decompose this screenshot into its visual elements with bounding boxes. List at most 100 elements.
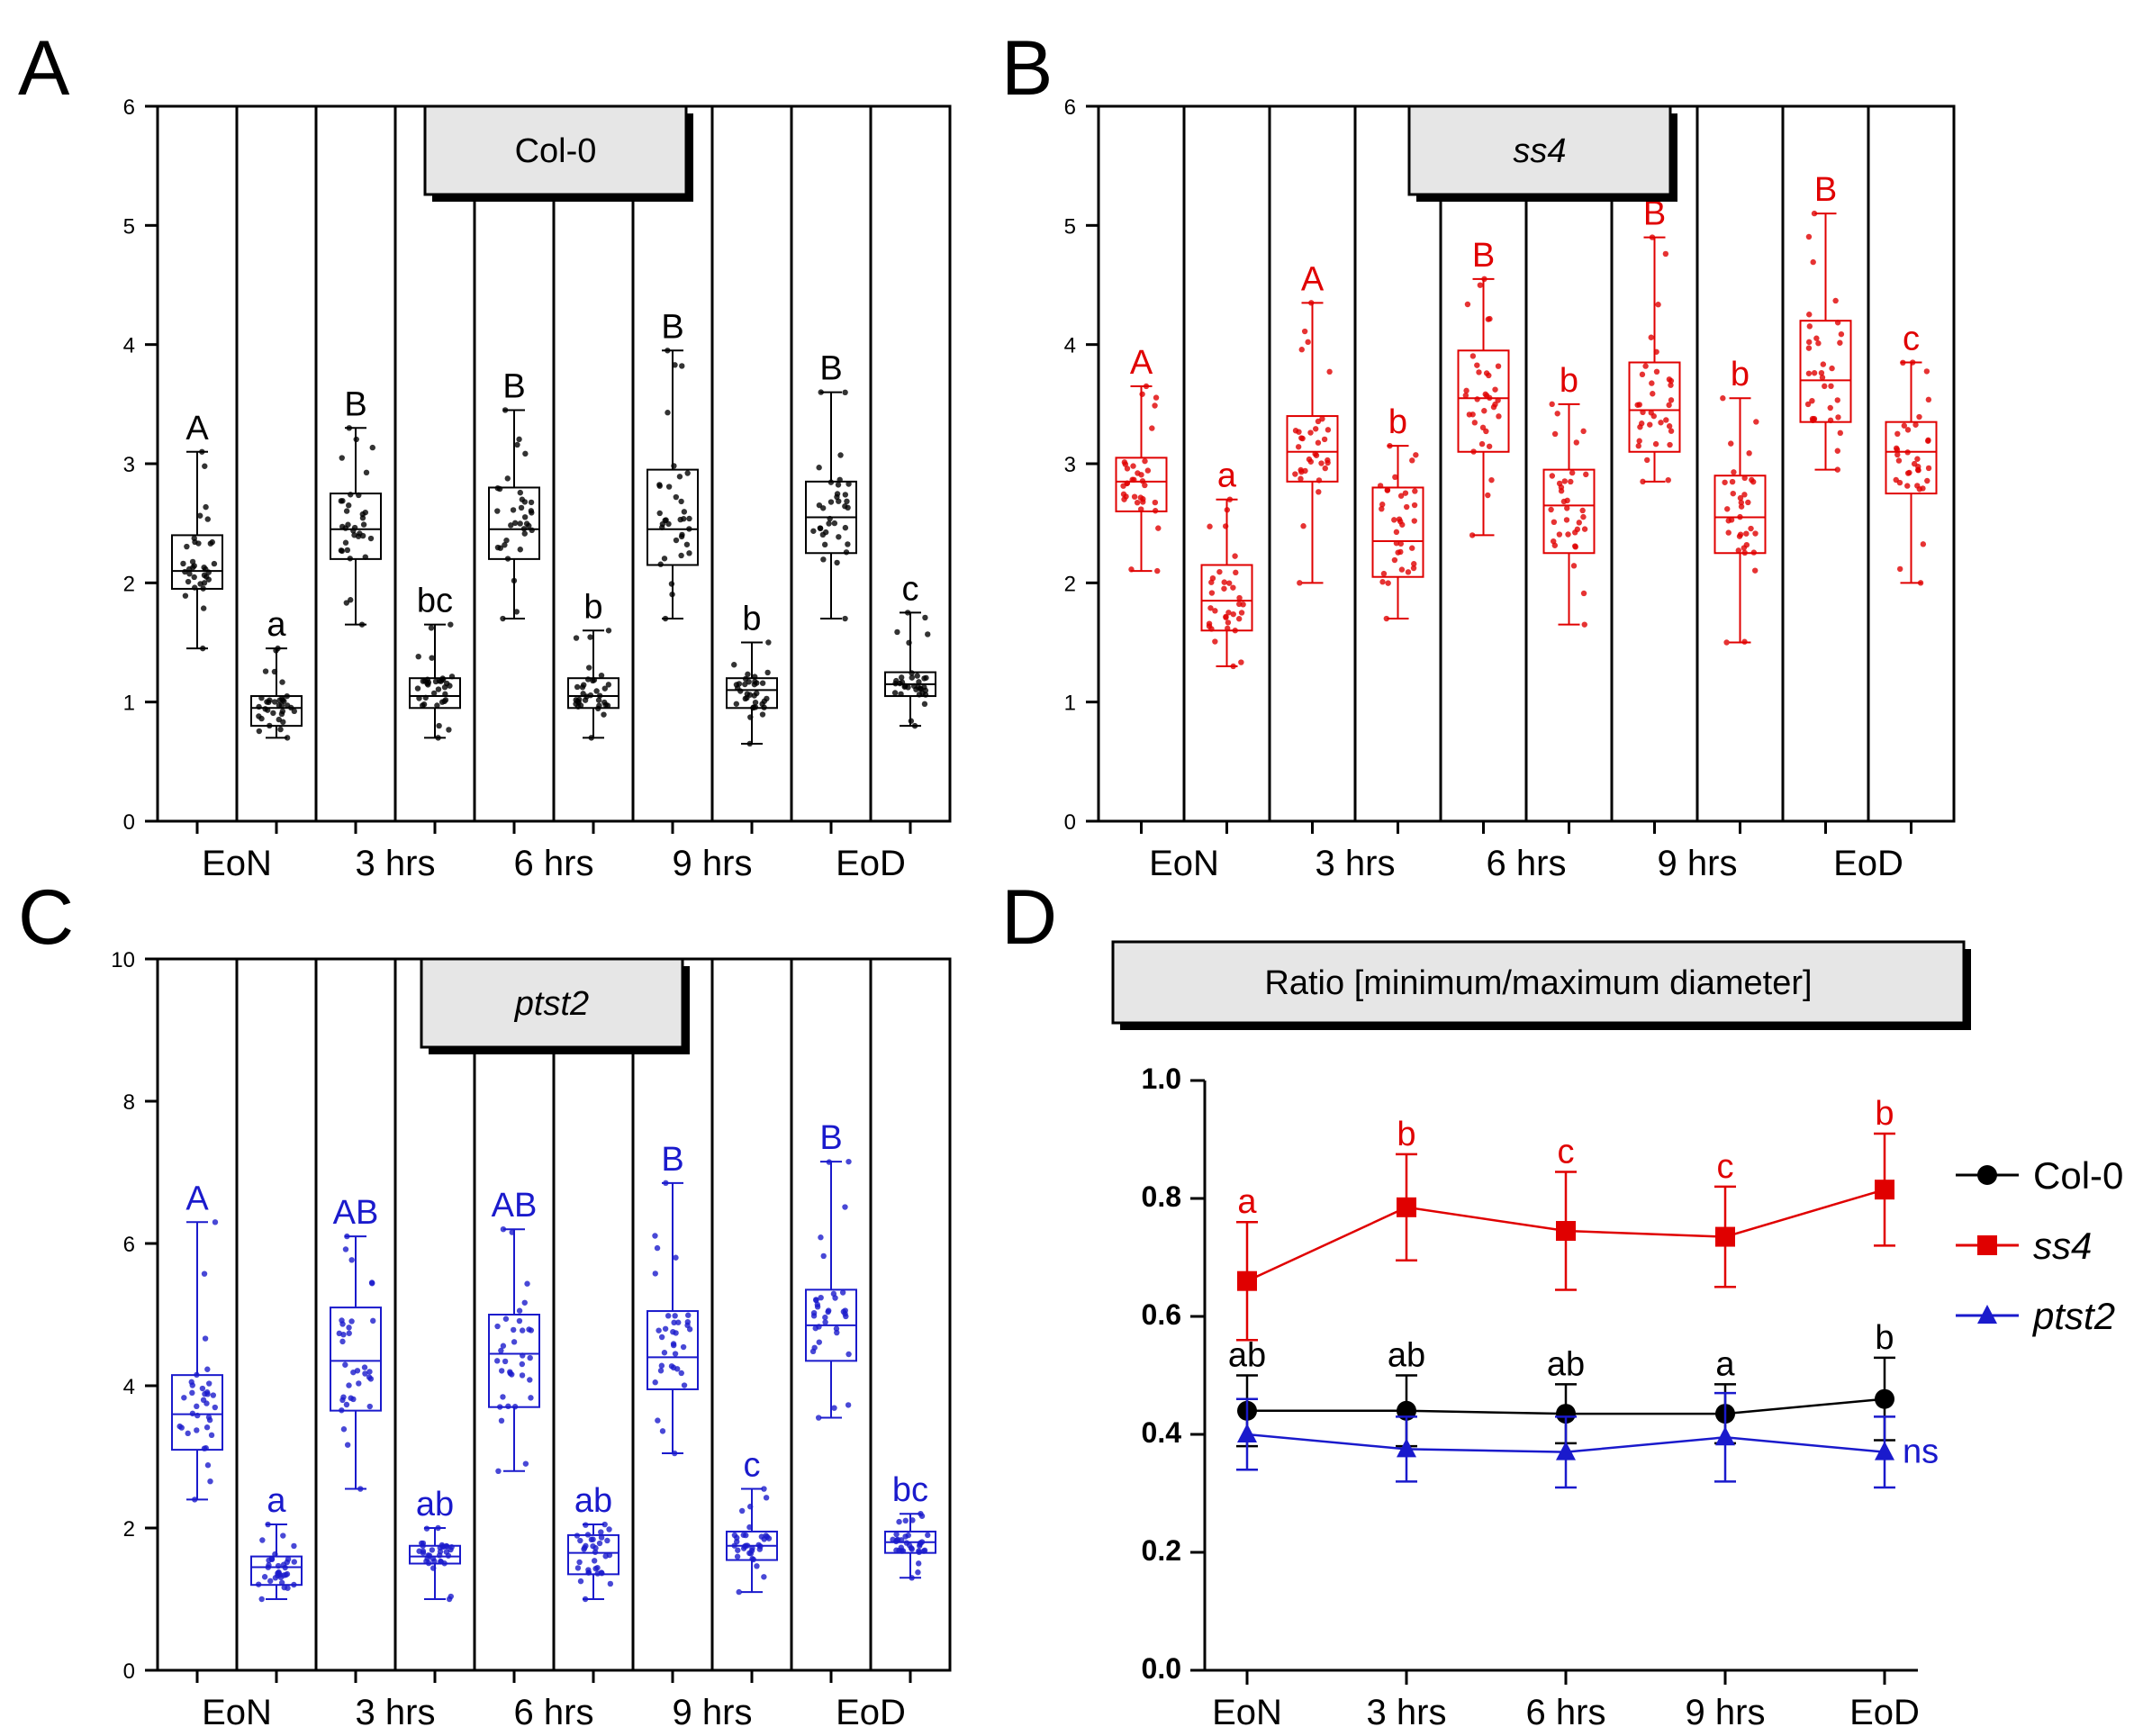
data-point	[505, 1403, 511, 1410]
data-point	[573, 635, 580, 641]
data-point	[500, 615, 506, 622]
data-point	[1556, 1221, 1576, 1242]
data-point	[898, 674, 905, 681]
data-point	[1313, 452, 1320, 458]
data-point	[845, 504, 851, 511]
data-point	[200, 1397, 207, 1404]
data-point	[1665, 476, 1671, 484]
data-point	[652, 1270, 658, 1277]
data-point	[1226, 496, 1234, 502]
panel-B-letter: B	[1001, 25, 1053, 112]
data-point	[1828, 383, 1834, 390]
data-point	[684, 1322, 691, 1329]
data-point	[1393, 529, 1400, 536]
data-point	[920, 1548, 927, 1554]
data-point	[657, 1368, 665, 1374]
data-point	[672, 362, 678, 368]
box-7: B	[1628, 195, 1681, 485]
data-point	[1648, 334, 1654, 340]
x-tick-label: EoN	[1212, 1693, 1282, 1732]
box-2: a	[1200, 457, 1253, 670]
data-point	[1901, 422, 1908, 429]
data-point	[818, 389, 824, 395]
data-point	[684, 470, 691, 476]
data-point	[746, 1524, 753, 1531]
data-point	[1663, 417, 1669, 423]
data-point	[1152, 499, 1159, 506]
data-point	[194, 1403, 200, 1410]
data-point	[1806, 312, 1813, 318]
data-point	[497, 545, 503, 551]
panel-C: C EoN 3 hrs 6 hrs 9 hrs EoD Aa AB ab AB ab Bc Bbc	[18, 874, 952, 1732]
data-point	[658, 1362, 665, 1369]
data-point	[746, 1550, 753, 1557]
data-point	[1835, 414, 1841, 420]
data-point	[1809, 397, 1815, 404]
box-iqr	[330, 1307, 382, 1412]
data-point	[1815, 340, 1822, 347]
data-point	[1464, 301, 1471, 308]
data-point	[438, 1559, 444, 1565]
data-point	[733, 701, 740, 707]
data-point	[845, 481, 852, 487]
data-point	[201, 572, 208, 579]
data-point	[826, 520, 832, 527]
data-point	[1910, 359, 1916, 366]
data-point	[367, 535, 375, 542]
data-point	[1666, 376, 1673, 383]
box-6: b	[1542, 362, 1596, 628]
data-point	[1805, 370, 1813, 376]
significance-label: ab	[1547, 1345, 1585, 1383]
data-point	[212, 1219, 219, 1225]
data-point	[686, 550, 692, 556]
data-point	[1221, 579, 1227, 585]
data-point	[591, 677, 598, 683]
significance-label: A	[1301, 260, 1325, 298]
data-point	[734, 1538, 740, 1545]
data-point	[1832, 297, 1839, 304]
data-point	[280, 1533, 286, 1539]
data-point	[757, 1543, 764, 1550]
data-point	[832, 1295, 838, 1301]
data-point	[262, 668, 269, 674]
data-point	[843, 549, 850, 556]
data-point	[1223, 614, 1229, 620]
data-point	[827, 499, 835, 505]
data-point	[1556, 531, 1563, 538]
data-point	[340, 1426, 348, 1433]
box-6: b	[567, 588, 619, 741]
data-point	[1131, 476, 1137, 483]
data-point	[656, 483, 663, 489]
significance-label: a	[1217, 457, 1237, 495]
data-point	[1321, 436, 1328, 443]
data-point	[1485, 316, 1492, 322]
y-tick-label: 5	[123, 214, 135, 239]
box-iqr	[171, 1374, 223, 1451]
data-point	[836, 498, 842, 504]
data-point	[925, 631, 931, 637]
data-point	[359, 532, 366, 539]
data-point	[1736, 533, 1743, 539]
data-point	[1556, 1441, 1576, 1460]
data-point	[1560, 498, 1568, 505]
data-point	[367, 1376, 375, 1382]
data-point	[915, 1560, 922, 1567]
box-10: c	[1885, 321, 1938, 586]
y-tick-label: 0.4	[1142, 1416, 1182, 1449]
data-point	[686, 515, 692, 522]
box-iqr	[1286, 415, 1339, 483]
data-point	[1139, 391, 1145, 397]
data-point	[1233, 569, 1239, 576]
data-point	[731, 1532, 738, 1539]
data-point	[1725, 518, 1732, 524]
data-point	[825, 1308, 831, 1316]
y-tick-label: 6	[123, 1233, 135, 1257]
data-point	[191, 535, 197, 541]
x-tick-label: 6 hrs	[514, 844, 594, 883]
data-point	[1554, 411, 1560, 417]
data-point	[524, 1280, 530, 1287]
data-point	[511, 520, 519, 527]
data-point	[1298, 347, 1305, 353]
data-point	[661, 556, 668, 562]
